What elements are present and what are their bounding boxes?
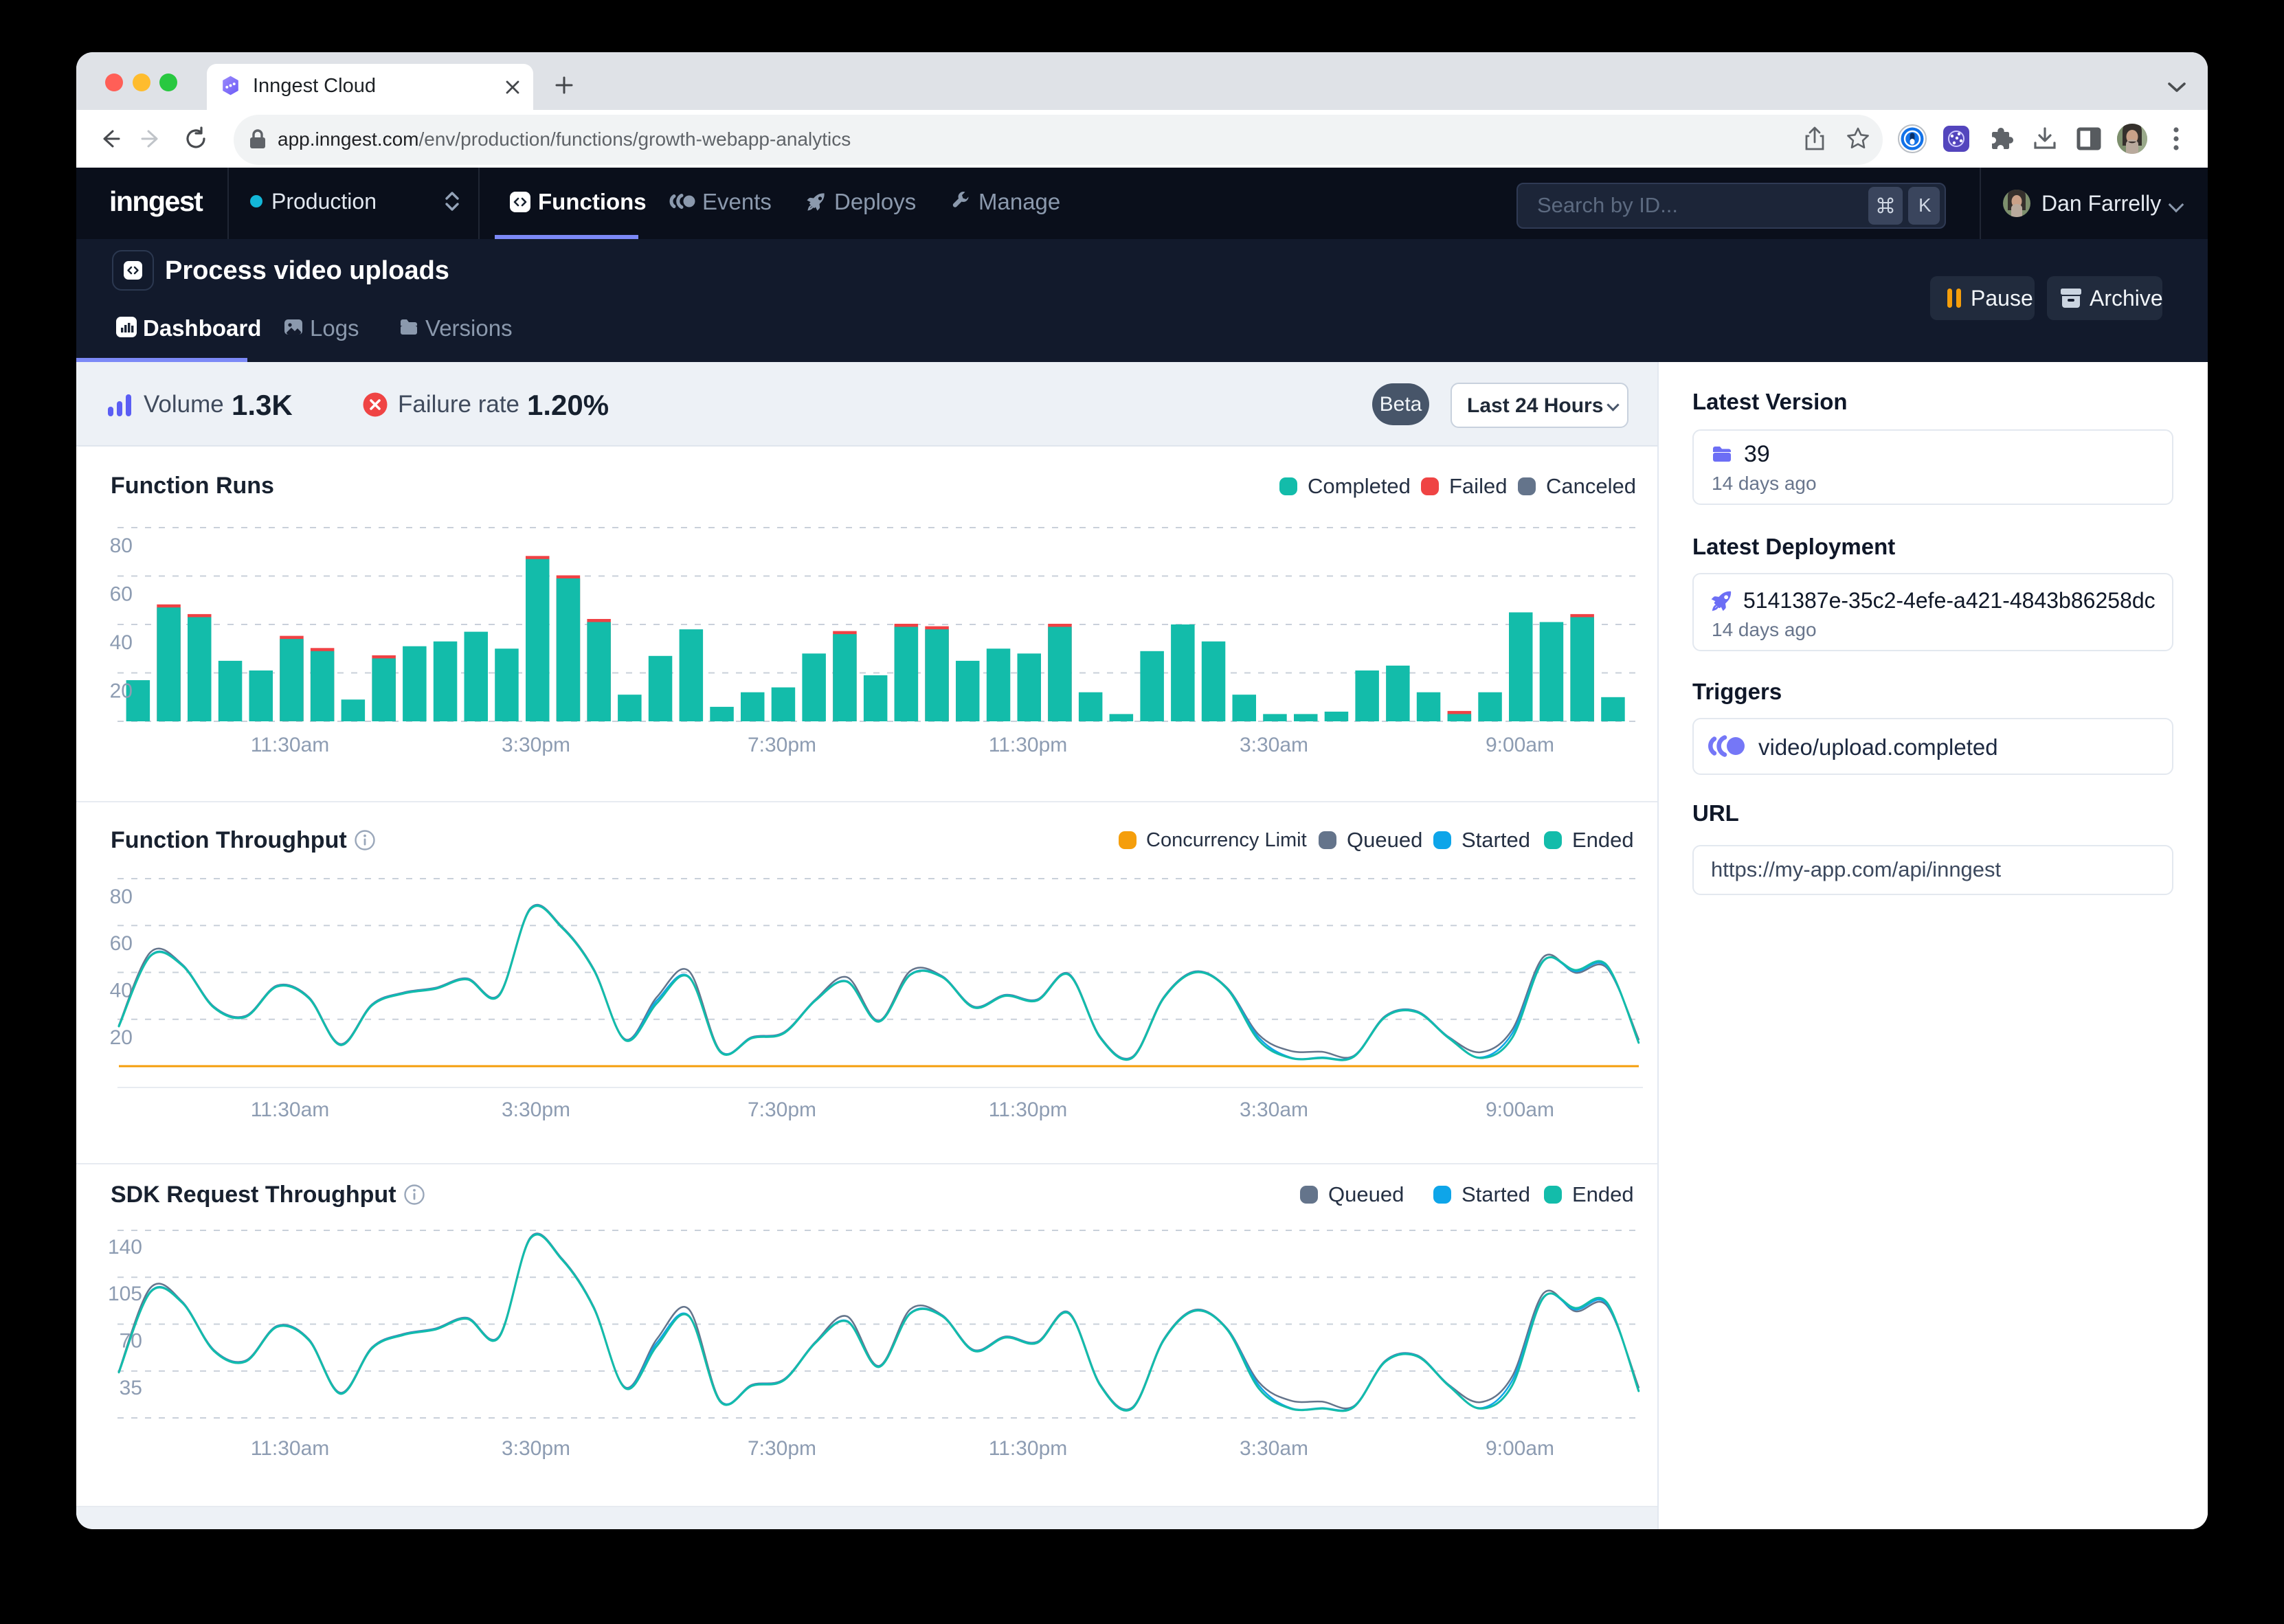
svg-text:9:00am: 9:00am <box>1486 1098 1554 1121</box>
svg-text:11:30am: 11:30am <box>251 1098 330 1121</box>
svg-text:9:00am: 9:00am <box>1486 734 1554 756</box>
svg-text:3:30am: 3:30am <box>1240 1098 1308 1121</box>
svg-text:60: 60 <box>110 583 133 606</box>
svg-text:3:30pm: 3:30pm <box>502 1098 570 1121</box>
svg-text:3:30am: 3:30am <box>1240 734 1308 756</box>
svg-text:11:30pm: 11:30pm <box>989 734 1068 756</box>
svg-text:3:30am: 3:30am <box>1240 1437 1308 1460</box>
svg-text:11:30pm: 11:30pm <box>989 1437 1068 1460</box>
svg-text:7:30pm: 7:30pm <box>748 734 816 756</box>
svg-text:80: 80 <box>110 886 133 908</box>
svg-text:3:30pm: 3:30pm <box>502 1437 570 1460</box>
svg-text:7:30pm: 7:30pm <box>748 1098 816 1121</box>
svg-text:105: 105 <box>108 1283 142 1305</box>
svg-text:20: 20 <box>110 680 133 703</box>
svg-text:9:00am: 9:00am <box>1486 1437 1554 1460</box>
svg-text:11:30pm: 11:30pm <box>989 1098 1068 1121</box>
svg-text:11:30am: 11:30am <box>251 1437 330 1460</box>
svg-text:7:30pm: 7:30pm <box>748 1437 816 1460</box>
svg-text:20: 20 <box>110 1026 133 1049</box>
svg-text:35: 35 <box>120 1377 142 1399</box>
svg-text:80: 80 <box>110 534 133 557</box>
svg-text:11:30am: 11:30am <box>251 734 330 756</box>
svg-text:140: 140 <box>108 1236 142 1259</box>
svg-text:3:30pm: 3:30pm <box>502 734 570 756</box>
svg-text:40: 40 <box>110 631 133 654</box>
svg-text:60: 60 <box>110 932 133 955</box>
